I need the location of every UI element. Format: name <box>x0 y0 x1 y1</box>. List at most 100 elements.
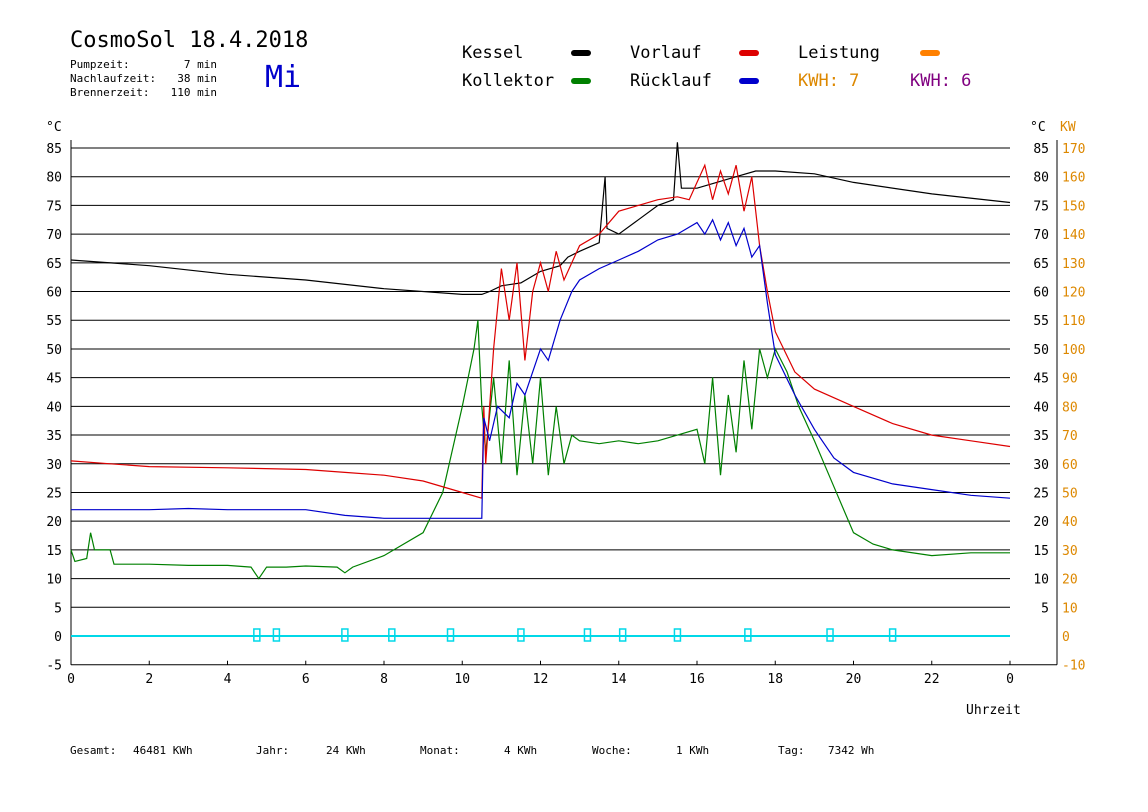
x-tick-9: 18 <box>767 672 783 687</box>
legend-leistung-label: Leistung <box>798 43 880 63</box>
y-tick-right-kw-30: 30 <box>1062 544 1078 559</box>
y-tick-right-c-15: 15 <box>1033 544 1049 559</box>
footer-gesamt-label: Gesamt: <box>70 744 117 757</box>
pump-marker-9 <box>744 628 752 642</box>
y-tick-right-kw-110: 110 <box>1062 314 1085 329</box>
legend-vorlauf-label: Vorlauf <box>630 43 702 63</box>
x-tick-7: 14 <box>611 672 627 687</box>
pump-marker-1 <box>272 628 281 642</box>
chart-title: CosmoSol 18.4.2018 <box>70 28 309 53</box>
x-axis-title: Uhrzeit <box>966 703 1021 718</box>
pump-marker-5 <box>517 628 525 642</box>
x-tick-10: 20 <box>846 672 862 687</box>
pump-marker-11 <box>888 628 897 642</box>
legend-kollektor-swatch <box>571 78 591 84</box>
info-label-brennerzeit: Brennerzeit: <box>70 86 150 99</box>
y-tick-right-c-80: 80 <box>1033 171 1049 186</box>
y-tick-right-kw-10: 10 <box>1062 601 1078 616</box>
y-tick-right-c-55: 55 <box>1033 314 1049 329</box>
y-tick-right-c-65: 65 <box>1033 257 1049 272</box>
footer-tag-value: 7342 Wh <box>828 744 875 757</box>
y-tick-right-kw-130: 130 <box>1062 257 1085 272</box>
footer-jahr-value: 24 KWh <box>326 744 366 757</box>
y-tick-left-55: 55 <box>46 314 62 329</box>
y-tick-left-85: 85 <box>46 142 62 157</box>
y-tick-right-c-40: 40 <box>1033 400 1049 415</box>
footer-woche-label: Woche: <box>592 744 632 757</box>
y-tick-right-kw-100: 100 <box>1062 343 1085 358</box>
info-value-brennerzeit: 110 min <box>170 86 217 99</box>
y-tick-left-70: 70 <box>46 228 62 243</box>
y-tick-right-c-50: 50 <box>1033 343 1049 358</box>
y-tick-right-c-75: 75 <box>1033 199 1049 214</box>
legend-kollektor-label: Kollektor <box>462 71 555 91</box>
x-tick-6: 12 <box>533 672 549 687</box>
y-tick-right-c-5: 5 <box>1041 601 1049 616</box>
y-tick-right-c-35: 35 <box>1033 429 1049 444</box>
y-tick-right-kw-140: 140 <box>1062 228 1085 243</box>
y-tick-left-40: 40 <box>46 400 62 415</box>
y-tick-right-c-30: 30 <box>1033 458 1049 473</box>
y-tick-right-c-45: 45 <box>1033 372 1049 387</box>
y-tick-right-kw-20: 20 <box>1062 573 1078 588</box>
y-tick-left-45: 45 <box>46 372 62 387</box>
right-unit-kw-label: KW <box>1060 120 1076 135</box>
y-tick-right-kw-160: 160 <box>1062 171 1085 186</box>
y-tick-left-10: 10 <box>46 573 62 588</box>
y-tick-left--5: -5 <box>46 659 62 674</box>
pump-marker-10 <box>826 628 834 642</box>
legend-kessel-label: Kessel <box>462 43 524 63</box>
legend-kwh1-label: KWH: 7 <box>798 71 860 91</box>
x-tick-1: 2 <box>145 672 153 687</box>
footer-monat-value: 4 KWh <box>504 744 538 757</box>
y-tick-left-5: 5 <box>54 601 62 616</box>
y-tick-right-c-85: 85 <box>1033 142 1049 157</box>
y-tick-right-c-25: 25 <box>1033 486 1049 501</box>
x-tick-0: 0 <box>67 672 75 687</box>
y-tick-right-c-20: 20 <box>1033 515 1049 530</box>
pump-marker-2 <box>341 628 349 642</box>
pump-marker-8 <box>673 628 682 642</box>
right-unit-c-label: °C <box>1030 120 1046 135</box>
y-tick-right-c-60: 60 <box>1033 286 1049 301</box>
pump-marker-7 <box>618 628 627 642</box>
footer-jahr-label: Jahr: <box>256 744 290 757</box>
y-tick-right-c-70: 70 <box>1033 228 1049 243</box>
footer-woche-value: 1 KWh <box>676 744 710 757</box>
legend-ruecklauf-label: Rücklauf <box>630 71 712 91</box>
info-value-nachlaufzeit: 38 min <box>177 72 217 85</box>
x-tick-4: 8 <box>380 672 388 687</box>
y-tick-left-50: 50 <box>46 343 62 358</box>
y-tick-left-80: 80 <box>46 171 62 186</box>
y-tick-left-30: 30 <box>46 458 62 473</box>
y-tick-left-75: 75 <box>46 199 62 214</box>
x-tick-3: 6 <box>302 672 310 687</box>
footer-gesamt-value: 46481 KWh <box>133 744 193 757</box>
y-tick-left-25: 25 <box>46 486 62 501</box>
series-kollektor-line <box>70 320 1010 580</box>
weekday-label: Mi <box>265 60 302 95</box>
legend-leistung-swatch <box>920 50 940 56</box>
x-tick-11: 22 <box>924 672 940 687</box>
left-unit-label: °C <box>46 120 62 135</box>
y-tick-left-60: 60 <box>46 286 62 301</box>
x-tick-2: 4 <box>224 672 232 687</box>
legend-ruecklauf-swatch <box>739 78 759 84</box>
x-tick-5: 10 <box>454 672 470 687</box>
y-tick-right-kw-70: 70 <box>1062 429 1078 444</box>
y-tick-left-0: 0 <box>54 630 62 645</box>
pump-marker-3 <box>388 628 396 642</box>
y-tick-right-kw-40: 40 <box>1062 515 1078 530</box>
pump-marker-6 <box>583 628 592 642</box>
footer-monat-label: Monat: <box>420 744 460 757</box>
x-tick-8: 16 <box>689 672 705 687</box>
info-label-pumpzeit: Pumpzeit: <box>70 58 130 71</box>
legend-vorlauf-swatch <box>739 50 759 56</box>
y-tick-right-kw-170: 170 <box>1062 142 1085 157</box>
y-tick-left-65: 65 <box>46 257 62 272</box>
y-tick-right-kw-120: 120 <box>1062 286 1085 301</box>
series-kessel-line <box>70 142 1011 295</box>
y-tick-right-kw-150: 150 <box>1062 199 1085 214</box>
y-tick-left-20: 20 <box>46 515 62 530</box>
